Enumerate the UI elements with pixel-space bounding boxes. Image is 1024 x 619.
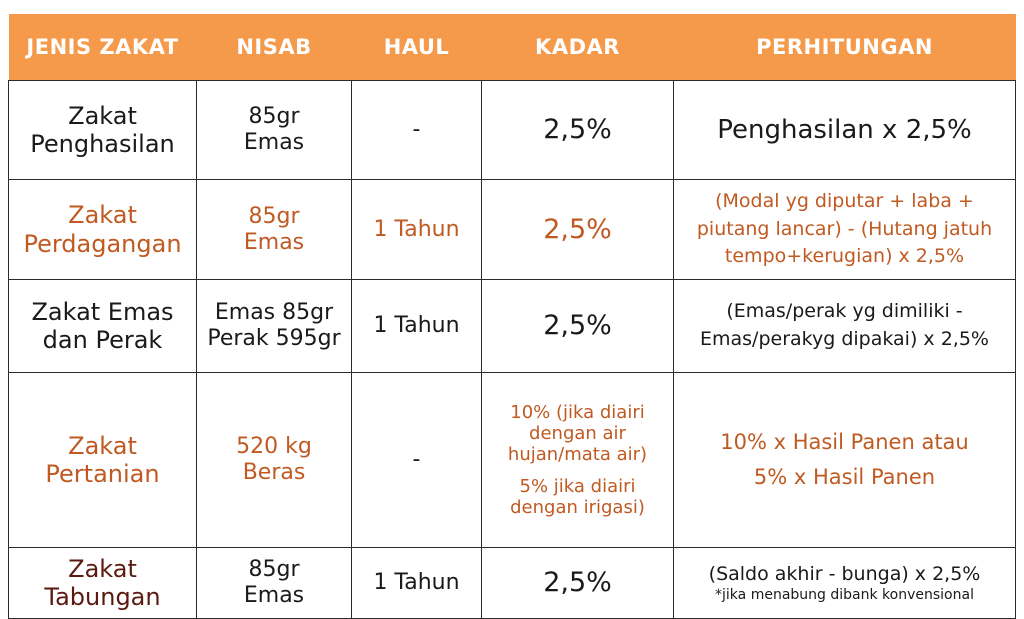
zakat-table: JENIS ZAKAT NISAB HAUL KADAR PERHITUNGAN…	[8, 14, 1016, 619]
perhitungan-cell: 10% x Hasil Panen atau 5% x Hasil Panen	[673, 372, 1016, 548]
table-row: Zakat Perdagangan 85gr Emas 1 Tahun 2,5%…	[8, 179, 1016, 280]
kadar-cell: 10% (jika diairi dengan air hujan/mata a…	[481, 372, 674, 548]
jenis-cell: Zakat Emas dan Perak	[8, 279, 197, 373]
jenis-cell: Zakat Perdagangan	[8, 179, 197, 280]
perhitungan-cell: Penghasilan x 2,5%	[673, 80, 1016, 180]
perhitungan-cell: (Emas/perak yg dimiliki - Emas/perakyg d…	[673, 279, 1016, 373]
zakat-table-frame: JENIS ZAKAT NISAB HAUL KADAR PERHITUNGAN…	[8, 14, 1016, 619]
table-row: Zakat Penghasilan 85gr Emas - 2,5% Pengh…	[8, 80, 1016, 180]
nisab-cell: 85gr Emas	[196, 179, 352, 280]
jenis-cell: Zakat Pertanian	[8, 372, 197, 548]
haul-cell: 1 Tahun	[351, 179, 482, 280]
kadar-text-irigasi: 5% jika diairi dengan irigasi)	[510, 475, 645, 518]
header-haul: HAUL	[351, 14, 482, 81]
table-row: Zakat Emas dan Perak Emas 85gr Perak 595…	[8, 279, 1016, 373]
perhitungan-text: (Saldo akhir - bunga) x 2,5%	[708, 562, 981, 585]
nisab-cell: 520 kg Beras	[196, 372, 352, 548]
footnote-text: *jika menabung dibank konvensional	[715, 586, 974, 603]
header-row: JENIS ZAKAT NISAB HAUL KADAR PERHITUNGAN	[8, 14, 1016, 81]
table-row: Zakat Tabungan 85gr Emas 1 Tahun 2,5% (S…	[8, 547, 1016, 619]
kadar-cell: 2,5%	[481, 80, 674, 180]
nisab-cell: 85gr Emas	[196, 80, 352, 180]
table-row: Zakat Pertanian 520 kg Beras - 10% (jika…	[8, 372, 1016, 548]
haul-cell: 1 Tahun	[351, 279, 482, 373]
perhitungan-cell: (Saldo akhir - bunga) x 2,5% *jika menab…	[673, 547, 1016, 619]
kadar-cell: 2,5%	[481, 279, 674, 373]
nisab-cell: 85gr Emas	[196, 547, 352, 619]
header-nisab: NISAB	[196, 14, 352, 81]
kadar-cell: 2,5%	[481, 179, 674, 280]
perhitungan-cell: (Modal yg diputar + laba + piutang lanca…	[673, 179, 1016, 280]
kadar-cell: 2,5%	[481, 547, 674, 619]
kadar-text-hujan: 10% (jika diairi dengan air hujan/mata a…	[507, 401, 648, 466]
nisab-cell: Emas 85gr Perak 595gr	[196, 279, 352, 373]
haul-cell: -	[351, 372, 482, 548]
header-kadar: KADAR	[481, 14, 674, 81]
jenis-cell: Zakat Tabungan	[8, 547, 197, 619]
header-perhitungan: PERHITUNGAN	[673, 14, 1016, 81]
jenis-cell: Zakat Penghasilan	[8, 80, 197, 180]
header-jenis-zakat: JENIS ZAKAT	[8, 14, 197, 81]
haul-cell: -	[351, 80, 482, 180]
haul-cell: 1 Tahun	[351, 547, 482, 619]
